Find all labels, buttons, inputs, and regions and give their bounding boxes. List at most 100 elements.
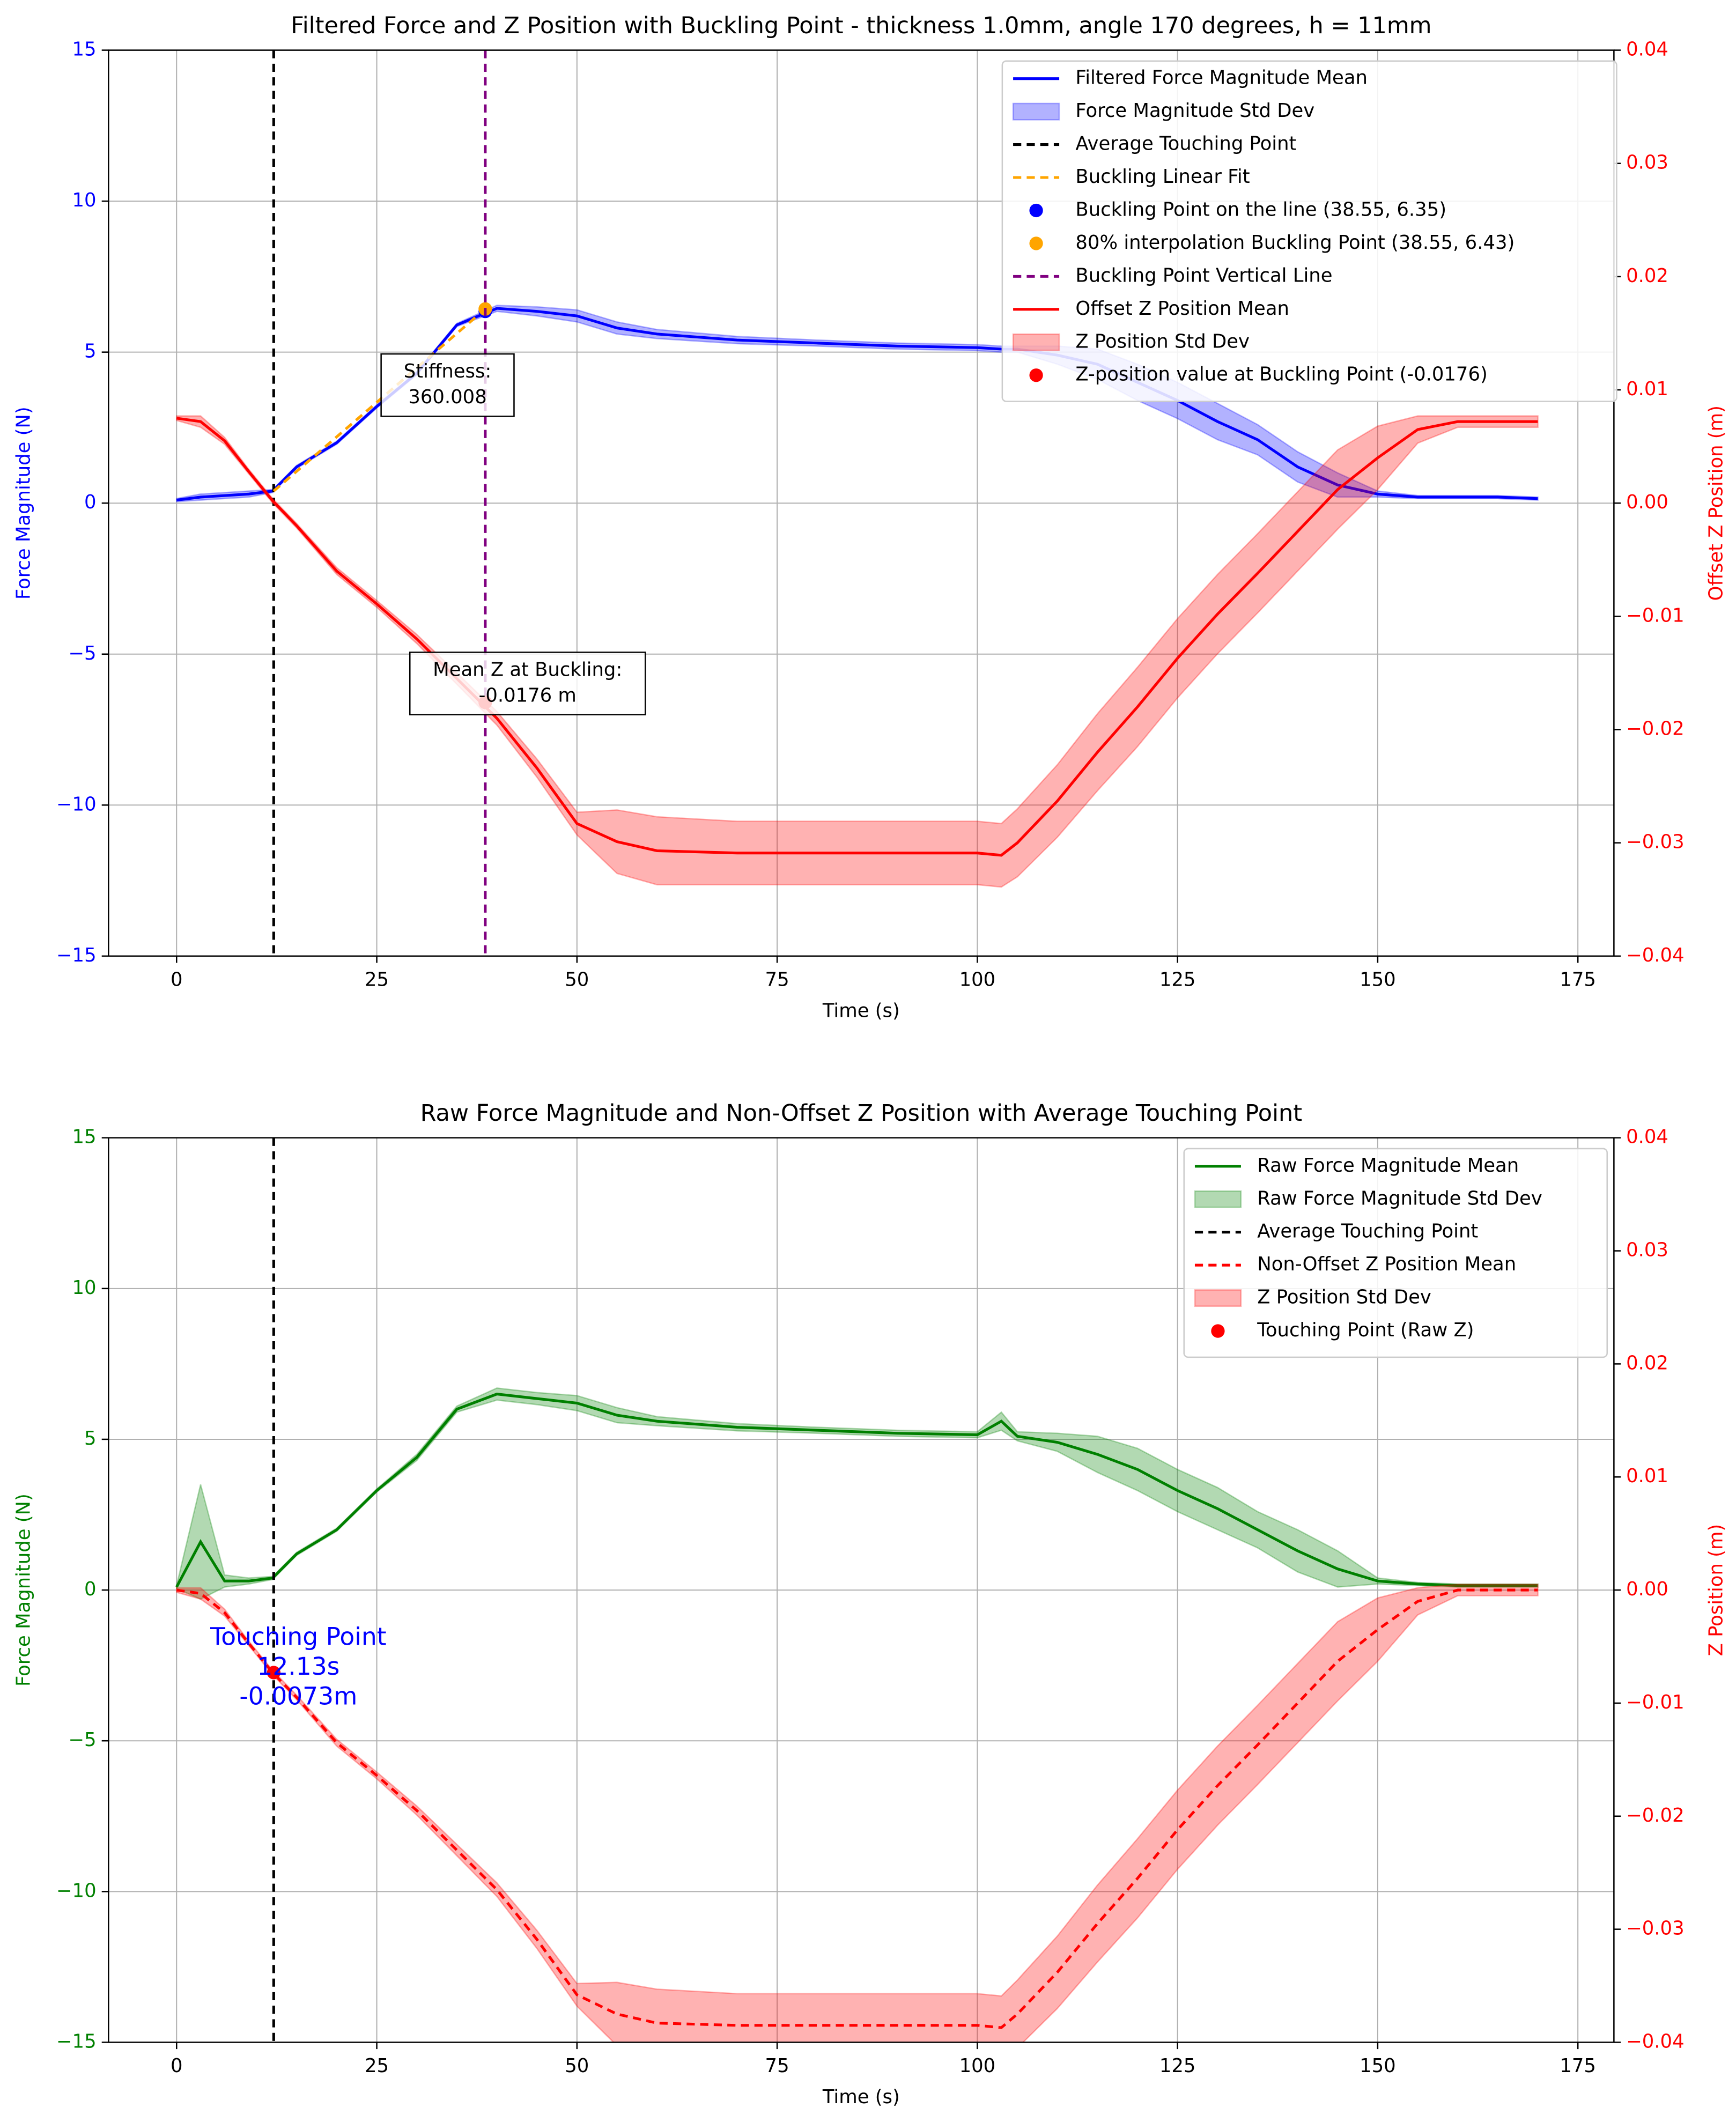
y2-tick-label: 0.03	[1626, 152, 1668, 174]
y2-tick-label: 0.00	[1626, 491, 1668, 513]
legend-label: Average Touching Point	[1075, 133, 1296, 155]
x-tick-label: 25	[365, 968, 389, 990]
annotation-text: 12.13s	[257, 1652, 339, 1681]
y2-tick-label: −0.03	[1626, 831, 1684, 853]
legend-label: Buckling Point Vertical Line	[1075, 264, 1332, 286]
y2-tick-label: 0.04	[1626, 1126, 1668, 1148]
x-tick-label: 175	[1560, 968, 1596, 990]
legend-handle	[1012, 102, 1060, 121]
x-tick-label: 125	[1159, 968, 1196, 990]
legend-label: 80% interpolation Buckling Point (38.55,…	[1075, 232, 1515, 254]
y2-tick-label: 0.00	[1626, 1578, 1668, 1600]
chart-title: Filtered Force and Z Position with Buckl…	[291, 12, 1431, 39]
point	[267, 1666, 281, 1680]
x-axis-label: Time (s)	[822, 1000, 900, 1022]
y-tick-label: 15	[72, 39, 97, 61]
y-tick-label: −15	[56, 944, 97, 966]
legend-label: Non-Offset Z Position Mean	[1257, 1253, 1516, 1275]
annotation-text: -0.0073m	[239, 1682, 357, 1711]
annotation-text: Touching Point	[210, 1622, 386, 1651]
annotation-text: Stiffness:	[404, 360, 492, 382]
x-tick-label: 0	[171, 2055, 183, 2077]
y-tick-label: 0	[84, 1578, 97, 1600]
x-tick-label: 75	[765, 968, 789, 990]
legend-handle	[1211, 1324, 1225, 1338]
legend-handle	[1029, 236, 1043, 250]
x-tick-label: 150	[1360, 968, 1396, 990]
legend-handle	[1194, 1190, 1242, 1208]
y2-tick-label: −0.04	[1626, 944, 1684, 966]
legend-label: Average Touching Point	[1257, 1221, 1478, 1243]
y-tick-label: −10	[56, 793, 97, 815]
y2-tick-label: 0.02	[1626, 1352, 1668, 1374]
annotation: Mean Z at Buckling: -0.0176 m	[409, 652, 646, 715]
y-tick-label: 0	[84, 491, 97, 513]
y2-tick-label: 0.03	[1626, 1239, 1668, 1261]
y-tick-label: 5	[84, 1428, 97, 1450]
x-tick-label: 125	[1159, 2055, 1196, 2077]
legend-label: Offset Z Position Mean	[1075, 298, 1289, 320]
annotation-box	[409, 652, 646, 715]
annotation-text: 360.008	[408, 386, 486, 408]
legend: Filtered Force Magnitude Mean Force Magni…	[1001, 60, 1617, 402]
y2-axis-label: Z Position (m)	[1705, 1524, 1727, 1656]
legend-label: Z Position Std Dev	[1257, 1286, 1431, 1308]
legend-label: Filtered Force Magnitude Mean	[1075, 67, 1368, 89]
y2-tick-label: 0.01	[1626, 378, 1668, 400]
std-band	[176, 415, 1539, 888]
legend-handle	[1194, 1289, 1242, 1307]
legend-handle	[1029, 203, 1043, 218]
y2-tick-label: −0.01	[1626, 604, 1684, 626]
x-tick-label: 50	[565, 968, 589, 990]
y2-tick-label: 0.01	[1626, 1465, 1668, 1487]
series-line	[175, 1393, 1538, 1588]
x-tick-label: 100	[959, 968, 996, 990]
legend-label: Raw Force Magnitude Std Dev	[1257, 1187, 1542, 1209]
legend-label: Z Position Std Dev	[1075, 330, 1250, 352]
y2-tick-label: −0.02	[1626, 718, 1684, 740]
series-line	[176, 417, 1538, 857]
x-tick-label: 25	[365, 2055, 389, 2077]
y-tick-label: −5	[68, 642, 96, 664]
annotation: Stiffness: 360.008	[380, 353, 515, 417]
y-tick-label: −10	[56, 1880, 97, 1902]
legend-label: Touching Point (Raw Z)	[1257, 1319, 1474, 1341]
x-tick-label: 75	[765, 2055, 789, 2077]
legend-box	[1001, 60, 1617, 402]
annotation-text: -0.0176 m	[479, 685, 577, 707]
y-tick-label: 10	[72, 189, 97, 211]
y2-tick-label: −0.01	[1626, 1691, 1684, 1713]
y2-tick-label: −0.03	[1626, 1918, 1684, 1940]
y-tick-label: −5	[68, 1729, 96, 1751]
legend-label: Buckling Linear Fit	[1075, 166, 1250, 188]
std-band	[176, 305, 1539, 502]
x-tick-label: 150	[1360, 2055, 1396, 2077]
x-tick-label: 50	[565, 2055, 589, 2077]
annotation-text: Mean Z at Buckling:	[433, 659, 622, 681]
legend-label: Z-position value at Buckling Point (-0.0…	[1075, 364, 1487, 386]
x-tick-label: 175	[1560, 2055, 1596, 2077]
x-tick-label: 0	[171, 968, 183, 990]
legend-box	[1183, 1148, 1608, 1358]
series-line	[272, 308, 486, 492]
y-tick-label: 15	[72, 1126, 97, 1148]
y-axis-label: Force Magnitude (N)	[13, 406, 35, 600]
y-tick-label: 10	[72, 1277, 97, 1299]
chart-title: Raw Force Magnitude and Non-Offset Z Pos…	[420, 1100, 1303, 1127]
annotation-box	[380, 353, 515, 417]
plot-frame	[108, 49, 1615, 957]
y-tick-label: 5	[84, 341, 97, 363]
y2-tick-label: 0.02	[1626, 265, 1668, 287]
series-line	[176, 1588, 1538, 2029]
plot-frame	[108, 1137, 1615, 2043]
y2-tick-label: 0.04	[1626, 39, 1668, 61]
legend-label: Buckling Point on the line (38.55, 6.35)	[1075, 198, 1446, 220]
legend-handle	[1029, 368, 1043, 382]
legend-label: Force Magnitude Std Dev	[1075, 100, 1314, 122]
x-tick-label: 100	[959, 2055, 996, 2077]
y-tick-label: −15	[56, 2030, 97, 2052]
legend-label: Raw Force Magnitude Mean	[1257, 1155, 1519, 1177]
std-band	[176, 1584, 1539, 2043]
